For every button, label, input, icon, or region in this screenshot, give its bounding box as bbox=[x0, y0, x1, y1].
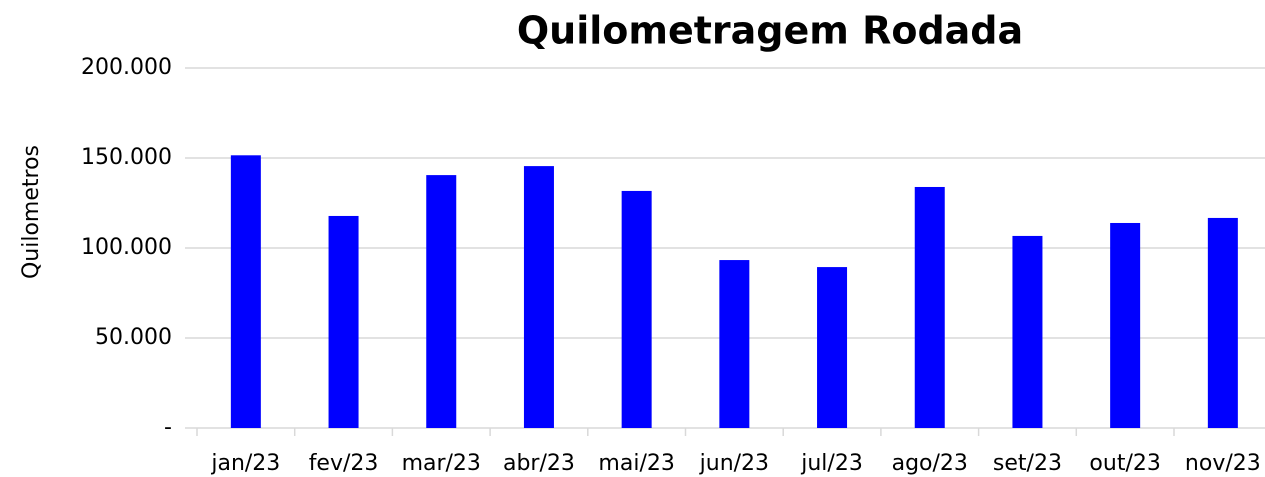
y-tick-label: 150.000 bbox=[81, 145, 172, 170]
y-tick-label: 100.000 bbox=[81, 235, 172, 260]
x-tick-label: fev/23 bbox=[309, 451, 379, 476]
x-tick-label: out/23 bbox=[1089, 451, 1160, 476]
bar bbox=[1207, 217, 1238, 428]
bar bbox=[817, 267, 848, 428]
bar bbox=[1110, 222, 1141, 428]
bar bbox=[621, 190, 652, 428]
chart-title: Quilometragem Rodada bbox=[517, 9, 1023, 53]
bar bbox=[719, 260, 750, 428]
y-axis-label: Quilometros bbox=[19, 145, 44, 279]
x-tick-label: mai/23 bbox=[598, 451, 674, 476]
bar bbox=[230, 155, 261, 429]
y-tick-label: 200.000 bbox=[81, 55, 172, 80]
x-tick-label: abr/23 bbox=[503, 451, 575, 476]
bar bbox=[523, 166, 554, 428]
bar bbox=[1012, 235, 1043, 428]
x-tick-label: ago/23 bbox=[892, 451, 968, 476]
bar bbox=[426, 175, 457, 428]
x-tick-label: jun/23 bbox=[699, 451, 769, 476]
bar bbox=[328, 215, 359, 428]
x-tick-label: jul/23 bbox=[800, 451, 863, 476]
x-tick-label: jan/23 bbox=[210, 451, 280, 476]
x-tick-label: mar/23 bbox=[402, 451, 481, 476]
y-tick-label: - bbox=[164, 415, 172, 440]
bar bbox=[914, 186, 945, 428]
y-tick-label: 50.000 bbox=[95, 325, 172, 350]
x-tick-label: nov/23 bbox=[1185, 451, 1261, 476]
x-tick-label: set/23 bbox=[993, 451, 1062, 476]
